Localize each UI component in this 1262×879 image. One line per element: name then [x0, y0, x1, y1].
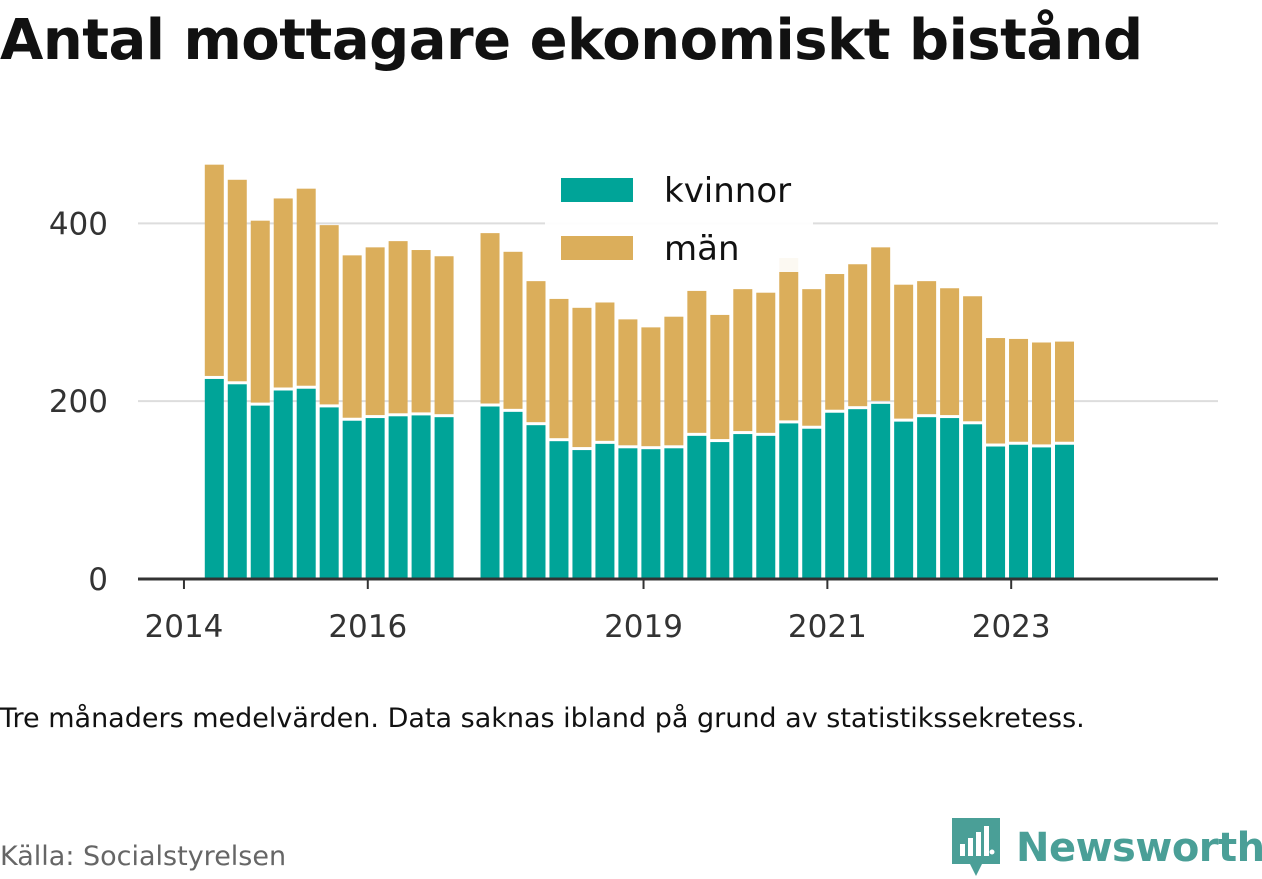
chart-note: Tre månaders medelvärden. Data saknas ib…	[0, 703, 1085, 734]
bar-man-5	[319, 225, 339, 405]
x-tick-label-2016: 2016	[328, 609, 407, 645]
bar-man-29	[894, 284, 914, 419]
bar-man-18	[641, 327, 661, 447]
bar-kvinnor-8	[388, 416, 408, 579]
bar-man-24	[779, 258, 799, 421]
chart-title: Antal mottagare ekonomiskt bistånd	[0, 8, 1143, 73]
bar-kvinnor-24	[779, 423, 799, 579]
newsworthy-logo-icon	[952, 818, 1000, 876]
bar-man-4	[296, 188, 316, 386]
bar-man-22	[733, 289, 753, 432]
bar-kvinnor-3	[273, 390, 293, 579]
bar-kvinnor-2	[250, 405, 270, 579]
bar-kvinnor-12	[503, 411, 523, 579]
y-tick-label-0: 0	[88, 562, 108, 598]
bar-kvinnor-17	[618, 448, 638, 579]
bar-kvinnor-27	[848, 409, 868, 579]
bar-kvinnor-23	[756, 435, 776, 579]
chart: 0 200 400 2014 2016 2019 2021 2023 kvinnor män	[49, 164, 1218, 645]
bar-kvinnor-1	[227, 384, 247, 579]
bar-kvinnor-0	[204, 378, 224, 579]
bar-man-31	[940, 288, 960, 416]
bar-man-35	[1032, 342, 1052, 445]
bar-man-20	[687, 290, 707, 433]
bar-kvinnor-13	[526, 425, 546, 579]
bar-man-19	[664, 316, 684, 446]
bar-kvinnor-34	[1009, 444, 1029, 579]
y-axis: 0 200 400	[49, 206, 108, 598]
x-tick-label-2014: 2014	[145, 609, 224, 645]
bar-man-17	[618, 319, 638, 446]
bar-man-30	[917, 281, 937, 415]
bar-man-26	[825, 274, 845, 410]
bar-man-23	[756, 292, 776, 433]
source-label: Källa: Socialstyrelsen	[0, 841, 287, 872]
bar-kvinnor-32	[963, 424, 983, 579]
bar-man-14	[549, 298, 569, 439]
bar-kvinnor-15	[572, 450, 592, 579]
brand-name: Newsworthy	[1016, 825, 1262, 871]
bar-man-7	[365, 247, 385, 416]
bar-kvinnor-10	[434, 417, 454, 579]
bar-kvinnor-30	[917, 417, 937, 579]
x-tick-label-2021: 2021	[788, 609, 867, 645]
bar-kvinnor-6	[342, 420, 362, 579]
bar-kvinnor-21	[710, 442, 730, 579]
legend-label-1: män	[664, 229, 740, 269]
bar-kvinnor-33	[986, 446, 1006, 579]
bar-kvinnor-14	[549, 441, 569, 579]
bar-man-32	[963, 296, 983, 422]
bar-kvinnor-9	[411, 415, 431, 579]
bar-kvinnor-18	[641, 449, 661, 579]
bar-kvinnor-36	[1055, 444, 1075, 579]
bar-kvinnor-16	[595, 443, 615, 579]
bar-man-13	[526, 281, 546, 423]
bar-kvinnor-26	[825, 412, 845, 579]
y-tick-label-200: 200	[49, 384, 108, 420]
bar-kvinnor-19	[664, 448, 684, 579]
x-tick-label-2023: 2023	[972, 609, 1051, 645]
bar-man-27	[848, 264, 868, 407]
bar-kvinnor-31	[940, 418, 960, 579]
bar-man-6	[342, 255, 362, 418]
bar-kvinnor-29	[894, 421, 914, 579]
bar-man-11	[480, 233, 500, 404]
bar-kvinnor-22	[733, 434, 753, 579]
legend: kvinnor män	[545, 168, 813, 272]
bar-man-33	[986, 338, 1006, 444]
bar-man-8	[388, 241, 408, 414]
bar-man-36	[1055, 341, 1075, 442]
bar-kvinnor-20	[687, 435, 707, 579]
bar-man-34	[1009, 338, 1029, 442]
bar-kvinnor-4	[296, 388, 316, 579]
legend-swatch-0	[561, 178, 633, 202]
x-tick-label-2019: 2019	[604, 609, 683, 645]
bar-man-28	[871, 247, 891, 401]
bar-man-1	[227, 179, 247, 382]
bar-kvinnor-28	[871, 403, 891, 579]
bar-man-15	[572, 307, 592, 448]
bar-man-10	[434, 256, 454, 415]
bar-kvinnor-7	[365, 418, 385, 579]
bar-man-16	[595, 302, 615, 441]
bar-kvinnor-5	[319, 407, 339, 579]
bar-man-0	[204, 164, 224, 376]
bar-kvinnor-25	[802, 428, 822, 579]
bar-man-12	[503, 251, 523, 409]
bar-man-9	[411, 250, 431, 413]
bars	[204, 164, 1075, 579]
bar-man-21	[710, 314, 730, 440]
x-axis: 2014 2016 2019 2021 2023	[145, 579, 1051, 645]
bar-kvinnor-35	[1032, 447, 1052, 579]
bar-man-2	[250, 220, 270, 403]
legend-swatch-1	[561, 236, 633, 260]
bar-man-3	[273, 198, 293, 388]
legend-label-0: kvinnor	[664, 171, 791, 211]
bar-man-25	[802, 289, 822, 426]
brand[interactable]: Newsworthy	[952, 818, 1262, 878]
bar-kvinnor-11	[480, 406, 500, 579]
y-tick-label-400: 400	[49, 206, 108, 242]
